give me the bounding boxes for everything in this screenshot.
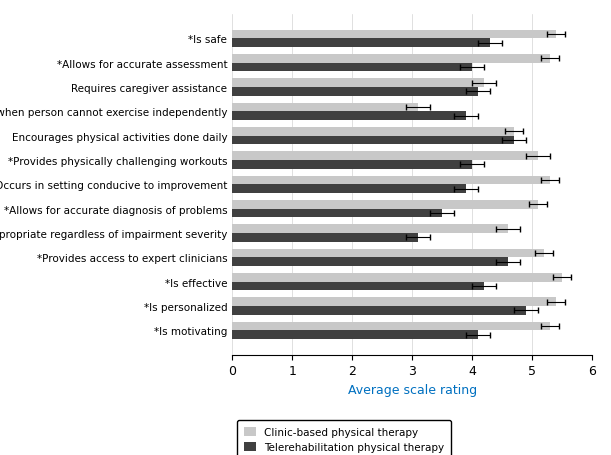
Bar <box>232 55 550 64</box>
Bar <box>232 112 466 121</box>
Bar <box>232 322 550 331</box>
Bar <box>232 209 442 217</box>
Bar <box>232 152 538 161</box>
Bar <box>232 298 556 306</box>
Bar <box>232 177 550 185</box>
Bar <box>232 136 514 145</box>
Bar <box>232 161 472 169</box>
Bar <box>232 249 544 258</box>
Bar <box>232 273 562 282</box>
Bar <box>232 233 418 242</box>
Bar <box>232 64 472 72</box>
Bar <box>232 79 484 88</box>
Bar <box>232 185 466 193</box>
Bar <box>232 128 514 136</box>
Bar <box>232 104 418 112</box>
Bar <box>232 258 508 266</box>
Bar <box>232 331 478 339</box>
Bar <box>232 306 526 315</box>
Bar <box>232 225 508 233</box>
Bar <box>232 282 484 291</box>
Legend: Clinic-based physical therapy, Telerehabilitation physical therapy: Clinic-based physical therapy, Telerehab… <box>238 420 451 455</box>
Bar <box>232 31 556 39</box>
Bar <box>232 201 538 209</box>
Bar <box>232 39 490 48</box>
X-axis label: Average scale rating: Average scale rating <box>348 383 477 396</box>
Bar <box>232 88 478 96</box>
